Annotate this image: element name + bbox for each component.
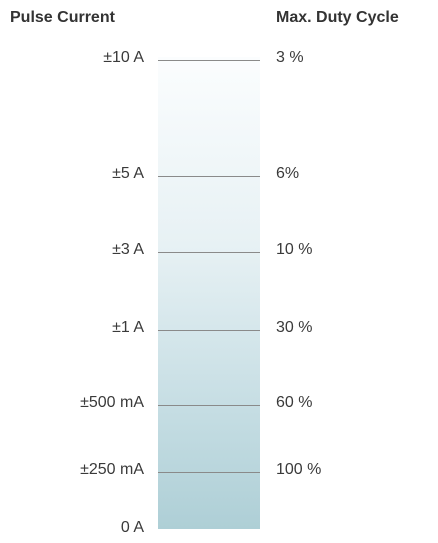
- duty-label: 10 %: [276, 241, 313, 258]
- level-tick: [158, 472, 260, 473]
- level-tick: [158, 405, 260, 406]
- level-tick: [158, 176, 260, 177]
- level-tick: [158, 252, 260, 253]
- baseline-current-label: 0 A: [120, 519, 144, 536]
- current-label: ±10 A: [103, 49, 144, 66]
- pulse-current-header: Pulse Current: [10, 9, 115, 26]
- level-tick: [158, 60, 260, 61]
- duty-label: 3 %: [276, 49, 304, 66]
- current-label: ±500 mA: [80, 394, 144, 411]
- duty-label: 60 %: [276, 394, 313, 411]
- current-label: ±3 A: [112, 241, 144, 258]
- duty-label: 100 %: [276, 461, 322, 478]
- level-tick: [158, 330, 260, 331]
- duty-label: 6%: [276, 165, 300, 182]
- max-duty-cycle-header: Max. Duty Cycle: [276, 9, 399, 26]
- current-label: ±250 mA: [80, 461, 144, 478]
- duty-label: 30 %: [276, 319, 313, 336]
- current-label: ±5 A: [112, 165, 144, 182]
- gradient-bar: [158, 57, 260, 529]
- current-label: ±1 A: [112, 319, 144, 336]
